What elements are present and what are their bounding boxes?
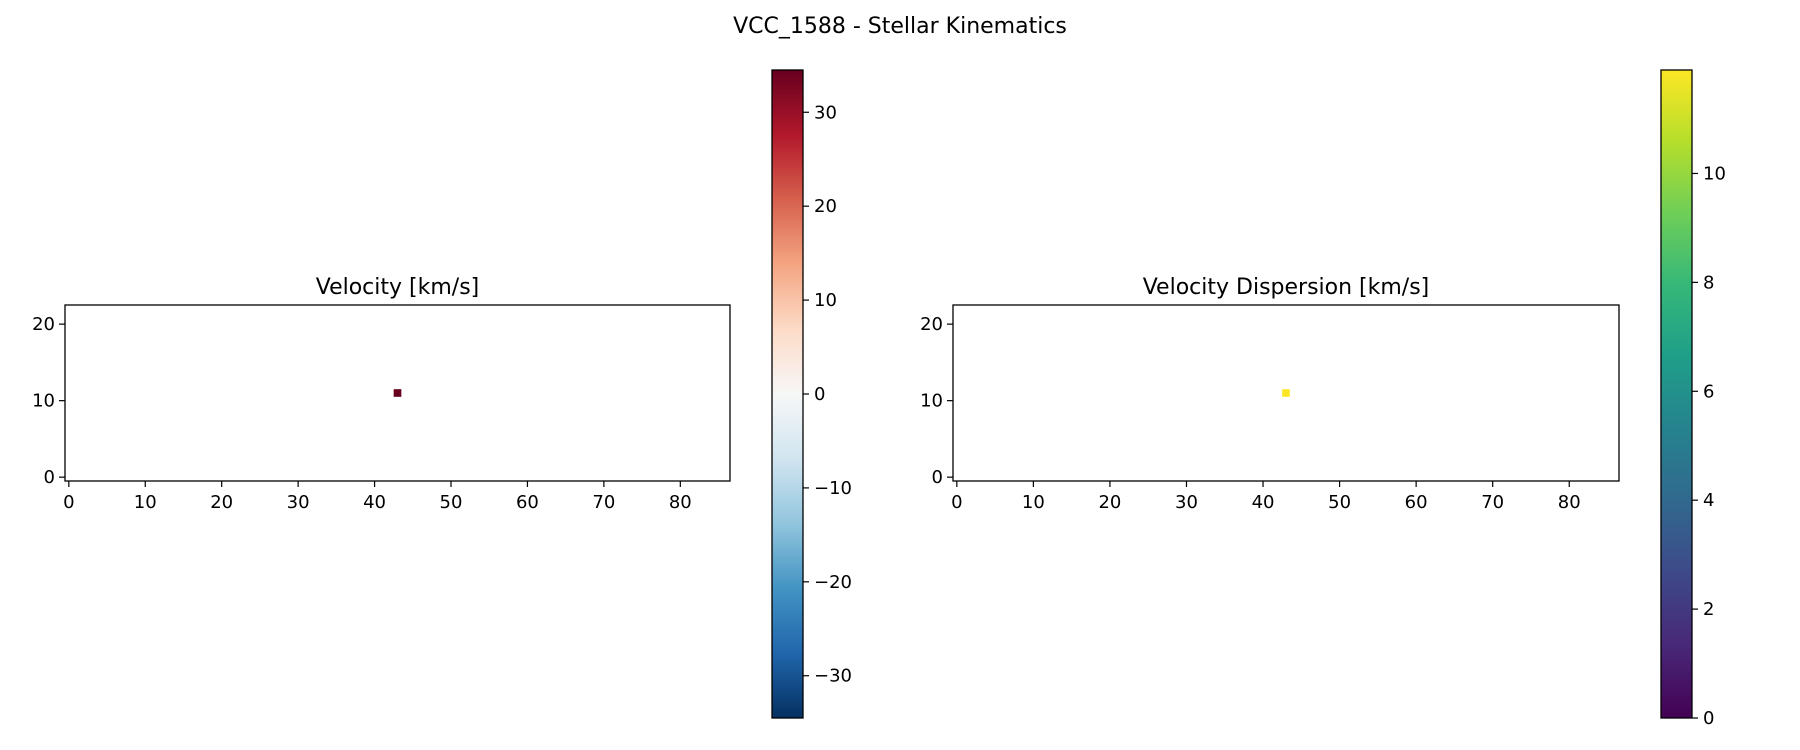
velocity-dispersion-colorbar-tick-label: 4 xyxy=(1703,490,1714,511)
velocity-dispersion-colorbar-tick-label: 10 xyxy=(1703,163,1726,184)
velocity-dispersion-xtick-label: 20 xyxy=(1098,492,1121,513)
velocity-axes-frame xyxy=(64,304,731,482)
figure-title: VCC_1588 - Stellar Kinematics xyxy=(733,14,1067,39)
velocity-colorbar-tick-label: 30 xyxy=(814,102,837,123)
velocity-xtick-label: 0 xyxy=(63,492,74,513)
velocity-dispersion-colorbar-tick-label: 0 xyxy=(1703,708,1714,729)
velocity-dispersion-pixel-0 xyxy=(1282,389,1290,397)
velocity-dispersion-ytick-label: 20 xyxy=(920,314,943,335)
velocity-dispersion-xtick-label: 10 xyxy=(1022,492,1045,513)
velocity-dispersion-xtick-label: 80 xyxy=(1558,492,1581,513)
velocity-dispersion-title: Velocity Dispersion [km/s] xyxy=(1143,275,1430,300)
velocity-dispersion-xtick-label: 0 xyxy=(951,492,962,513)
velocity-dispersion-ytick-label: 10 xyxy=(920,391,943,412)
velocity-dispersion-colorbar xyxy=(1661,70,1692,718)
velocity-ytick-label: 20 xyxy=(32,314,55,335)
velocity-dispersion-colorbar-tick-label: 2 xyxy=(1703,599,1714,620)
velocity-dispersion-axes-frame xyxy=(952,304,1620,482)
velocity-ytick-label: 0 xyxy=(44,467,55,488)
velocity-dispersion-panel: Velocity Dispersion [km/s]0 10 20 30 40 50 60 7… xyxy=(920,69,1726,729)
velocity-xtick-label: 50 xyxy=(440,492,463,513)
velocity-colorbar-tick-label: 0 xyxy=(814,384,825,405)
velocity-dispersion-xtick-label: 70 xyxy=(1481,492,1504,513)
velocity-xtick-label: 40 xyxy=(363,492,386,513)
velocity-xtick-label: 80 xyxy=(669,492,692,513)
velocity-xtick-label: 30 xyxy=(287,492,310,513)
velocity-xtick-label: 20 xyxy=(210,492,233,513)
velocity-dispersion-xtick-label: 40 xyxy=(1252,492,1275,513)
velocity-colorbar-tick-label: 20 xyxy=(814,196,837,217)
velocity-dispersion-colorbar-tick-label: 8 xyxy=(1703,272,1714,293)
velocity-colorbar xyxy=(772,70,803,718)
velocity-colorbar-tick-label: 10 xyxy=(814,290,837,311)
velocity-dispersion-xtick-label: 30 xyxy=(1175,492,1198,513)
velocity-pixel-0 xyxy=(393,389,402,397)
velocity-colorbar-tick-label: −30 xyxy=(814,666,852,687)
velocity-xtick-label: 70 xyxy=(592,492,615,513)
velocity-dispersion-colorbar-tick-label: 6 xyxy=(1703,381,1714,402)
velocity-dispersion-colorbar-frame xyxy=(1660,69,1693,719)
velocity-panel: Velocity [km/s] 0 10 20 30 40 50 60 70 80 0 10 20 −30… xyxy=(32,69,852,719)
velocity-dispersion-xtick-label: 50 xyxy=(1328,492,1351,513)
velocity-colorbar-tick-label: −20 xyxy=(814,572,852,593)
velocity-title: Velocity [km/s] xyxy=(316,275,480,300)
velocity-xtick-label: 60 xyxy=(516,492,539,513)
velocity-dispersion-ytick-label: 0 xyxy=(932,467,943,488)
velocity-ytick-label: 10 xyxy=(32,391,55,412)
velocity-dispersion-xtick-label: 60 xyxy=(1405,492,1428,513)
velocity-colorbar-tick-label: −10 xyxy=(814,478,852,499)
velocity-xtick-label: 10 xyxy=(134,492,157,513)
